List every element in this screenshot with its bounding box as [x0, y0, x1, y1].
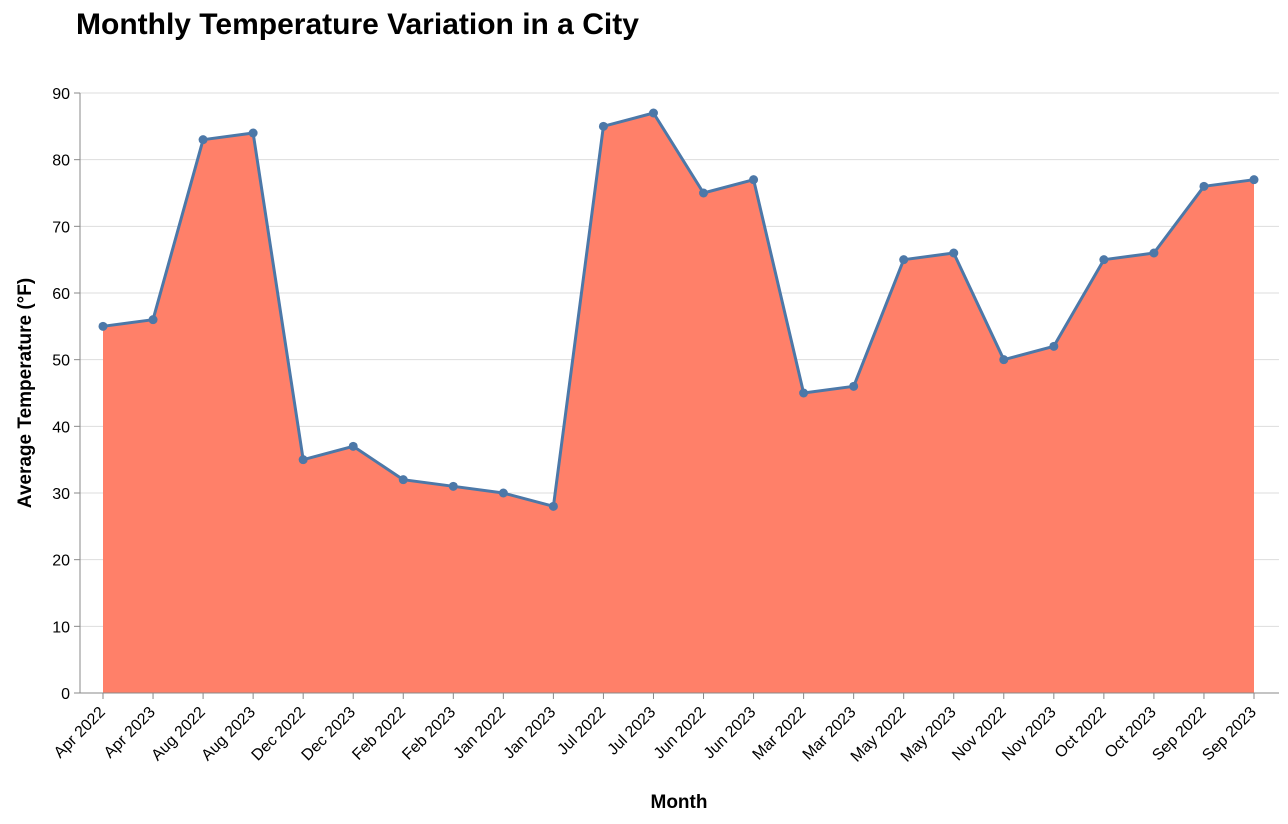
x-tick-label: Sep 2023 — [1199, 704, 1260, 765]
x-tick-label: Mar 2022 — [750, 704, 810, 764]
x-tick-label: Jan 2023 — [501, 704, 560, 763]
y-tick-label-20: 20 — [52, 553, 70, 570]
x-tick-label: Aug 2022 — [148, 704, 209, 765]
x-axis-title: Month — [651, 792, 708, 813]
y-axis-title: Average Temperature (°F) — [15, 278, 36, 508]
data-point-jul-2023 — [648, 108, 658, 118]
data-point-mar-2023 — [849, 381, 859, 391]
x-tick-label: Dec 2023 — [299, 704, 360, 765]
x-tick-label: Jun 2022 — [651, 704, 710, 763]
y-tick-label-70: 70 — [52, 219, 70, 236]
x-tick-label: Feb 2022 — [349, 704, 409, 764]
x-tick-label: Oct 2022 — [1052, 704, 1110, 762]
data-point-dec-2023 — [348, 441, 358, 451]
x-tick-label: Aug 2023 — [198, 704, 259, 765]
x-tick-label: Dec 2022 — [249, 704, 310, 765]
data-point-dec-2022 — [298, 455, 308, 465]
y-tick-label-90: 90 — [52, 86, 70, 103]
y-tick-label-30: 30 — [52, 486, 70, 503]
y-tick-label-60: 60 — [52, 286, 70, 303]
y-tick-label-10: 10 — [52, 619, 70, 636]
data-point-apr-2023 — [148, 315, 158, 325]
data-point-feb-2022 — [398, 475, 408, 485]
data-point-oct-2023 — [1149, 248, 1159, 258]
data-point-oct-2022 — [1099, 255, 1109, 265]
temperature-area — [103, 113, 1254, 693]
data-point-jul-2022 — [598, 121, 608, 131]
data-point-mar-2022 — [799, 388, 809, 398]
data-point-sep-2023 — [1249, 175, 1259, 185]
y-tick-label-80: 80 — [52, 153, 70, 170]
data-point-jun-2023 — [749, 175, 759, 185]
data-points — [98, 108, 1259, 511]
x-tick-label: Nov 2022 — [949, 704, 1010, 765]
x-tick-label: Apr 2022 — [51, 704, 109, 762]
x-tick-label: May 2023 — [898, 704, 960, 766]
data-point-may-2022 — [899, 255, 909, 265]
data-point-nov-2022 — [999, 355, 1009, 365]
y-tick-label-0: 0 — [61, 686, 70, 703]
data-point-jun-2022 — [699, 188, 709, 198]
x-tick-label: Sep 2022 — [1149, 704, 1210, 765]
chart-title: Monthly Temperature Variation in a City — [76, 8, 639, 41]
x-tick-label: Jan 2022 — [451, 704, 510, 763]
x-tick-label: Feb 2023 — [399, 704, 459, 764]
x-tick-label: Jul 2022 — [554, 704, 609, 759]
data-point-jan-2022 — [498, 488, 508, 498]
data-point-aug-2023 — [248, 128, 258, 138]
data-point-jan-2023 — [548, 501, 558, 511]
data-point-sep-2022 — [1199, 181, 1209, 191]
data-point-nov-2023 — [1049, 341, 1059, 351]
y-tick-label-50: 50 — [52, 353, 70, 370]
data-point-apr-2022 — [98, 321, 108, 331]
y-tick-label-40: 40 — [52, 419, 70, 436]
data-point-aug-2022 — [198, 135, 208, 145]
x-tick-label: Nov 2023 — [999, 704, 1060, 765]
data-point-feb-2023 — [448, 481, 458, 491]
data-point-may-2023 — [949, 248, 959, 258]
temperature-line — [102, 111, 1255, 508]
y-axis: 0 10 20 30 40 50 60 70 80 90 — [52, 86, 81, 703]
